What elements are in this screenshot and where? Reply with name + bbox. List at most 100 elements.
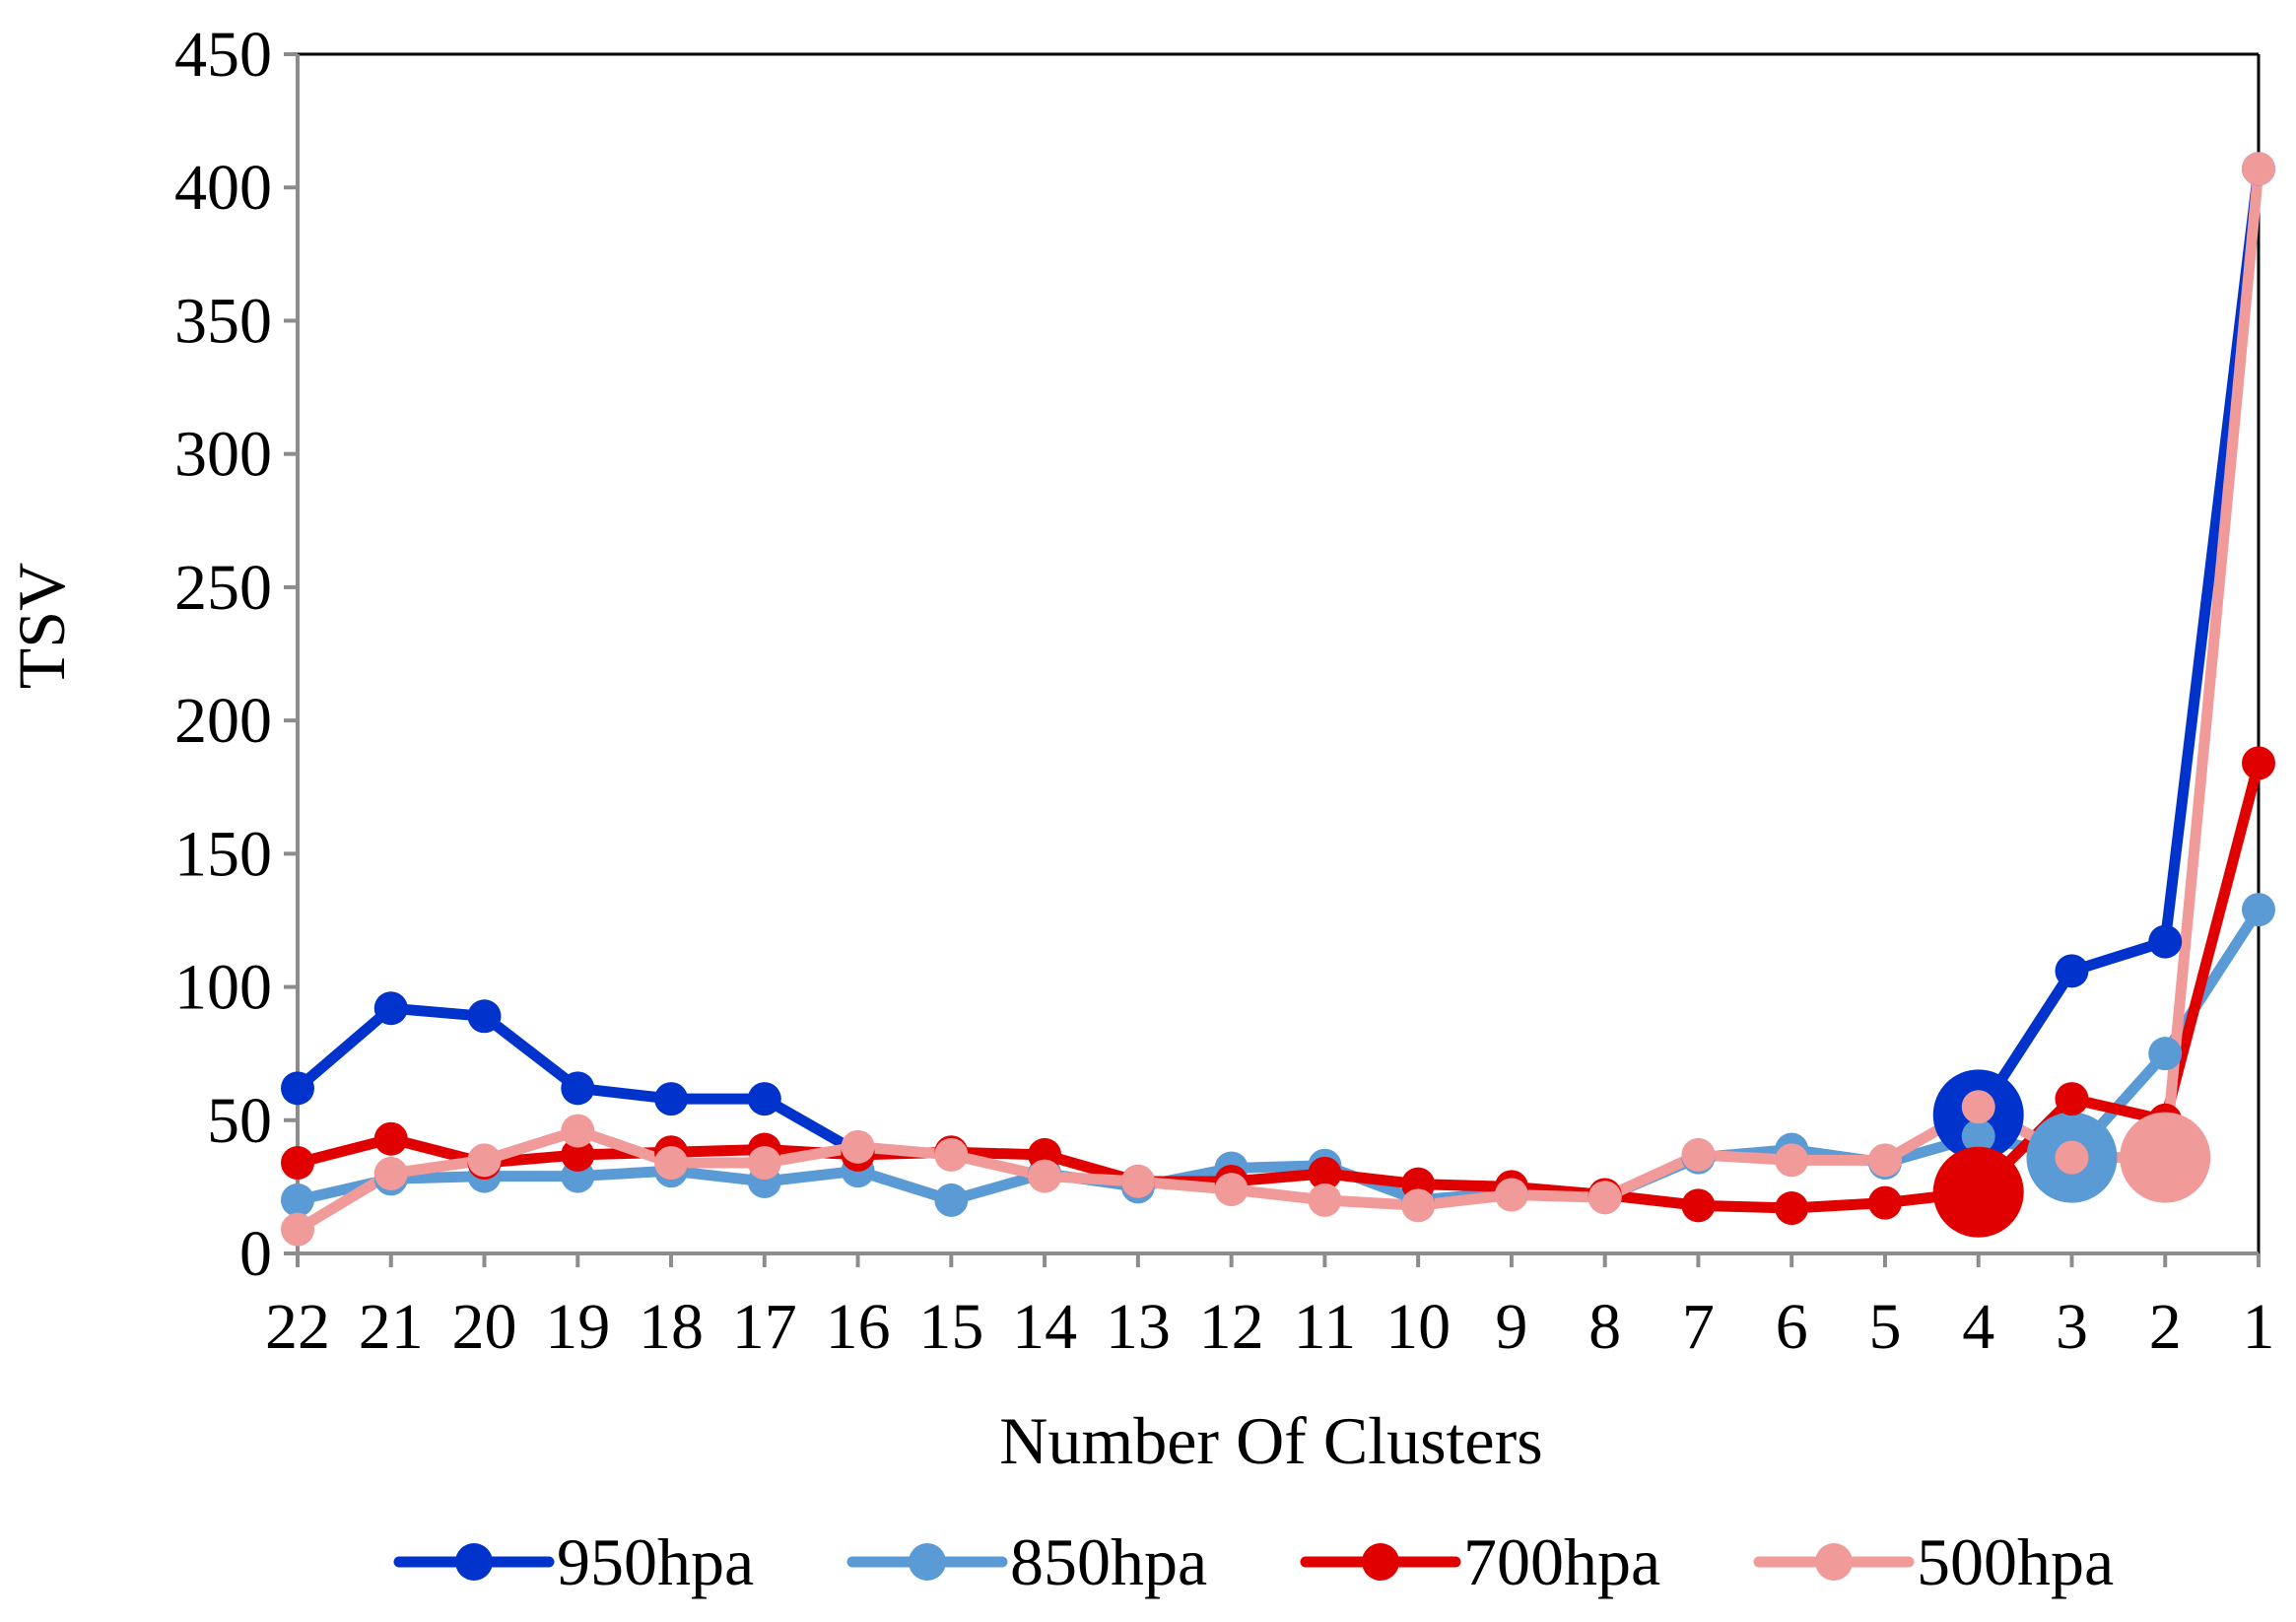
data-point-950hpa-19 <box>561 1071 595 1106</box>
data-point-500hpa-8 <box>1587 1181 1622 1215</box>
data-point-500hpa-16 <box>841 1129 875 1164</box>
data-point-500hpa-11 <box>1308 1183 1342 1217</box>
data-point-850hpa-4 <box>1961 1119 1995 1154</box>
y-tick-label: 250 <box>174 552 272 624</box>
data-point-700hpa-22 <box>281 1146 314 1181</box>
data-point-500hpa-9 <box>1494 1178 1528 1212</box>
x-tick-label: 3 <box>2056 1291 2088 1363</box>
x-axis-title: Number Of Clusters <box>999 1403 1542 1478</box>
data-point-500hpa-7 <box>1681 1137 1716 1172</box>
data-point-500hpa-22 <box>281 1212 314 1247</box>
x-tick-label: 16 <box>826 1291 891 1363</box>
data-point-500hpa-3 <box>2055 1140 2089 1175</box>
series-line-500hpa <box>292 163 2264 1236</box>
data-point-700hpa-5 <box>1867 1185 1902 1220</box>
series-markers-500hpa <box>281 152 2275 1247</box>
x-tick-label: 19 <box>545 1291 610 1363</box>
data-point-700hpa-3 <box>2055 1082 2089 1116</box>
legend: 950hpa 850hpa 700hpa 500hpa <box>393 1524 2114 1599</box>
legend-item-700hpa: 700hpa <box>1300 1524 1660 1599</box>
x-tick-label: 1 <box>2243 1291 2275 1363</box>
data-point-500hpa-17 <box>747 1146 781 1181</box>
y-tick-label: 300 <box>174 419 272 491</box>
legend-label: 700hpa <box>1463 1524 1660 1599</box>
data-point-850hpa-2 <box>2148 1037 2183 1071</box>
x-tick-label: 11 <box>1294 1291 1357 1363</box>
x-tick-label: 17 <box>732 1291 797 1363</box>
x-tick-label: 22 <box>265 1291 330 1363</box>
data-point-950hpa-17 <box>747 1082 781 1116</box>
data-point-950hpa-21 <box>373 991 408 1026</box>
x-tick-label: 5 <box>1868 1291 1901 1363</box>
data-point-950hpa-3 <box>2055 954 2089 988</box>
data-point-500hpa-13 <box>1120 1164 1155 1198</box>
data-point-950hpa-18 <box>654 1082 689 1116</box>
data-point-500hpa-19 <box>561 1114 595 1148</box>
data-point-500hpa-4 <box>1961 1090 1995 1124</box>
y-axis: 0 50 100 150 200 250 300 350 400 450 <box>174 19 298 1290</box>
data-point-500hpa-6 <box>1775 1143 1809 1178</box>
series-line-950hpa <box>1973 163 2264 1120</box>
x-tick-label: 14 <box>1012 1291 1077 1363</box>
x-tick-label: 10 <box>1385 1291 1451 1363</box>
series-line-700hpa <box>292 757 2264 1214</box>
y-axis-title: TSV <box>4 563 79 689</box>
legend-label: 500hpa <box>1917 1524 2114 1599</box>
data-point-700hpa-7 <box>1681 1188 1716 1223</box>
data-point-700hpa-21 <box>373 1121 408 1156</box>
data-point-950hpa-20 <box>467 999 502 1034</box>
data-point-700hpa-11 <box>1308 1156 1342 1190</box>
data-point-700hpa-1 <box>2242 746 2275 780</box>
data-point-850hpa-22 <box>281 1183 314 1217</box>
y-tick-label: 350 <box>174 285 272 357</box>
y-tick-label: 150 <box>174 818 272 890</box>
series-points <box>281 152 2275 1247</box>
legend-label: 850hpa <box>1010 1524 1207 1599</box>
x-tick-label: 21 <box>359 1291 424 1363</box>
y-tick-label: 0 <box>239 1218 272 1290</box>
x-tick-label: 6 <box>1776 1291 1808 1363</box>
legend-item-850hpa: 850hpa <box>846 1524 1207 1599</box>
x-tick-label: 12 <box>1199 1291 1264 1363</box>
legend-label: 950hpa <box>557 1524 754 1599</box>
y-tick-label: 100 <box>174 952 272 1024</box>
legend-marker-swatch <box>909 1543 946 1581</box>
y-tick-label: 450 <box>174 19 272 91</box>
x-tick-label: 7 <box>1682 1291 1715 1363</box>
data-point-500hpa-5 <box>1867 1143 1902 1178</box>
plot-area <box>296 52 2261 1255</box>
x-tick-label: 20 <box>452 1291 517 1363</box>
x-tick-label: 15 <box>918 1291 983 1363</box>
x-tick-label: 8 <box>1588 1291 1621 1363</box>
legend-marker-swatch <box>455 1543 493 1581</box>
x-tick-label: 13 <box>1106 1291 1171 1363</box>
x-tick-label: 18 <box>639 1291 704 1363</box>
data-point-950hpa-2 <box>2148 924 2183 959</box>
data-point-500hpa-14 <box>1028 1159 1062 1193</box>
x-tick-label: 2 <box>2149 1291 2182 1363</box>
data-point-500hpa-10 <box>1401 1188 1436 1223</box>
data-point-700hpa-6 <box>1775 1191 1809 1226</box>
y-tick-label: 400 <box>174 152 272 224</box>
data-point-700hpa-4 <box>1932 1146 2024 1238</box>
data-point-850hpa-15 <box>934 1183 969 1217</box>
x-axis: 22 21 20 19 18 17 16 15 14 13 12 11 10 9 8 7 6 5 4 3 2 1 <box>265 1253 2275 1363</box>
legend-item-500hpa: 500hpa <box>1753 1524 2114 1599</box>
data-point-500hpa-1 <box>2242 152 2275 186</box>
y-tick-label: 50 <box>207 1085 272 1157</box>
data-point-500hpa-2 <box>2120 1112 2211 1203</box>
legend-marker-swatch <box>1362 1543 1399 1581</box>
x-tick-label: 4 <box>1962 1291 1994 1363</box>
data-point-500hpa-18 <box>654 1146 689 1181</box>
data-point-950hpa-22 <box>281 1071 314 1106</box>
y-tick-label: 200 <box>174 685 272 757</box>
data-point-500hpa-20 <box>467 1143 502 1178</box>
data-point-850hpa-1 <box>2242 893 2275 927</box>
legend-item-950hpa: 950hpa <box>393 1524 754 1599</box>
series-line-850hpa <box>292 904 2264 1206</box>
data-point-500hpa-21 <box>373 1156 408 1190</box>
data-point-500hpa-15 <box>934 1137 969 1172</box>
x-tick-label: 9 <box>1495 1291 1527 1363</box>
